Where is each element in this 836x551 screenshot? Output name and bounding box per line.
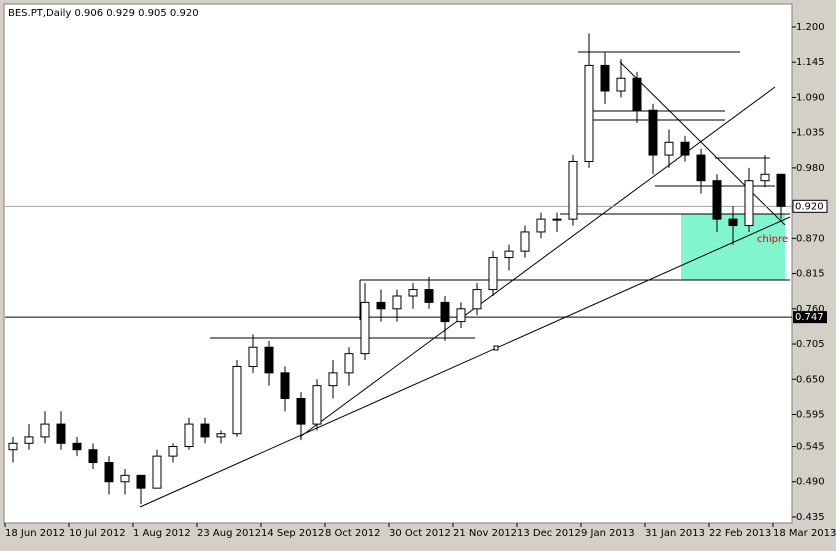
candle-body	[488, 257, 498, 291]
candle-body	[520, 231, 530, 252]
x-tick-label: 8 Oct 2012	[325, 528, 380, 539]
x-tick-label: 14 Sep 2012	[261, 528, 324, 539]
candle-body	[376, 301, 386, 310]
y-tick-label: 1.035	[796, 128, 825, 139]
candle-body	[504, 250, 514, 259]
candle-body	[104, 462, 114, 483]
x-tick-label: 30 Oct 2012	[389, 528, 451, 539]
candle-body	[152, 455, 162, 489]
candle-body	[136, 474, 146, 489]
candle-body	[696, 154, 706, 182]
plot-area	[3, 3, 793, 524]
candle-body	[776, 173, 786, 207]
y-tick-label: 0.870	[796, 233, 825, 244]
candle-body	[440, 301, 450, 323]
candle-body	[296, 397, 306, 425]
candle-body	[728, 218, 738, 227]
trend-line	[299, 86, 776, 438]
candle-body	[472, 289, 482, 310]
candle-body	[632, 77, 642, 111]
candle-body	[456, 308, 466, 323]
x-tick-label: 31 Jan 2013	[645, 528, 705, 539]
y-tick-label: 0.595	[796, 409, 825, 420]
y-tick-label: 1.090	[796, 92, 825, 103]
candle-body	[600, 64, 610, 92]
level-label: 0.747	[795, 312, 824, 323]
candle-body	[168, 446, 178, 457]
candle-body	[40, 423, 50, 438]
x-tick-label: 18 Jun 2012	[5, 528, 65, 539]
y-tick-label: 0.650	[796, 374, 825, 385]
x-tick-label: 23 Aug 2012	[197, 528, 261, 539]
candle-body	[760, 173, 770, 182]
y-tick-label: 0.705	[796, 339, 825, 350]
candle-body	[536, 218, 546, 233]
candle-body	[8, 442, 18, 451]
candle-body	[264, 346, 274, 374]
candle-body	[360, 301, 370, 355]
candle-body	[328, 372, 338, 387]
candle-body	[680, 141, 690, 156]
candle-body	[120, 474, 130, 483]
candle-body	[200, 423, 210, 438]
candle-body	[216, 433, 226, 438]
candle-body	[568, 160, 578, 220]
chart-title: BES.PT,Daily 0.906 0.929 0.905 0.920	[8, 8, 199, 19]
price-label: 0.920	[795, 201, 824, 212]
candle-body	[88, 449, 98, 464]
annotation: chipre	[757, 234, 788, 245]
candle-body	[72, 442, 82, 451]
x-tick-label: 1 Aug 2012	[133, 528, 191, 539]
y-tick-label: 0.435	[796, 512, 825, 523]
y-tick-label: 0.545	[796, 442, 825, 453]
price-marker	[792, 199, 828, 213]
candle-body	[616, 77, 626, 92]
level-marker	[793, 311, 827, 324]
candle-body	[56, 423, 66, 444]
candle-body	[584, 64, 594, 162]
x-tick-label: 9 Jan 2013	[581, 528, 635, 539]
candle-body	[184, 423, 194, 448]
y-tick-label: 1.145	[796, 57, 825, 68]
y-tick-label: 0.760	[796, 304, 825, 315]
candle-body	[248, 346, 258, 367]
y-tick-label: 0.490	[796, 477, 825, 488]
trend-line	[619, 61, 786, 226]
x-tick-label: 18 Mar 2013	[773, 528, 836, 539]
candle-body	[664, 141, 674, 156]
candle-body	[312, 385, 322, 425]
candle-body	[232, 365, 242, 435]
y-tick-label: 0.980	[796, 163, 825, 174]
candle-body	[424, 289, 434, 303]
x-tick-label: 13 Dec 2012	[517, 528, 581, 539]
y-tick-label: 1.200	[796, 22, 825, 33]
candle-body	[392, 295, 402, 310]
anchor	[493, 345, 499, 351]
x-tick-label: 10 Jul 2012	[69, 528, 126, 539]
trend-line	[139, 216, 791, 508]
candle-body	[24, 436, 34, 444]
candle-body	[552, 218, 562, 221]
candle-body	[344, 353, 354, 374]
candle-body	[712, 180, 722, 220]
candle-body	[648, 109, 658, 156]
candle-body	[744, 180, 754, 227]
x-tick-label: 22 Feb 2013	[709, 528, 771, 539]
candle-body	[408, 289, 418, 297]
y-tick-label: 0.815	[796, 269, 825, 280]
candle-body	[280, 372, 290, 399]
x-tick-label: 21 Nov 2012	[453, 528, 517, 539]
